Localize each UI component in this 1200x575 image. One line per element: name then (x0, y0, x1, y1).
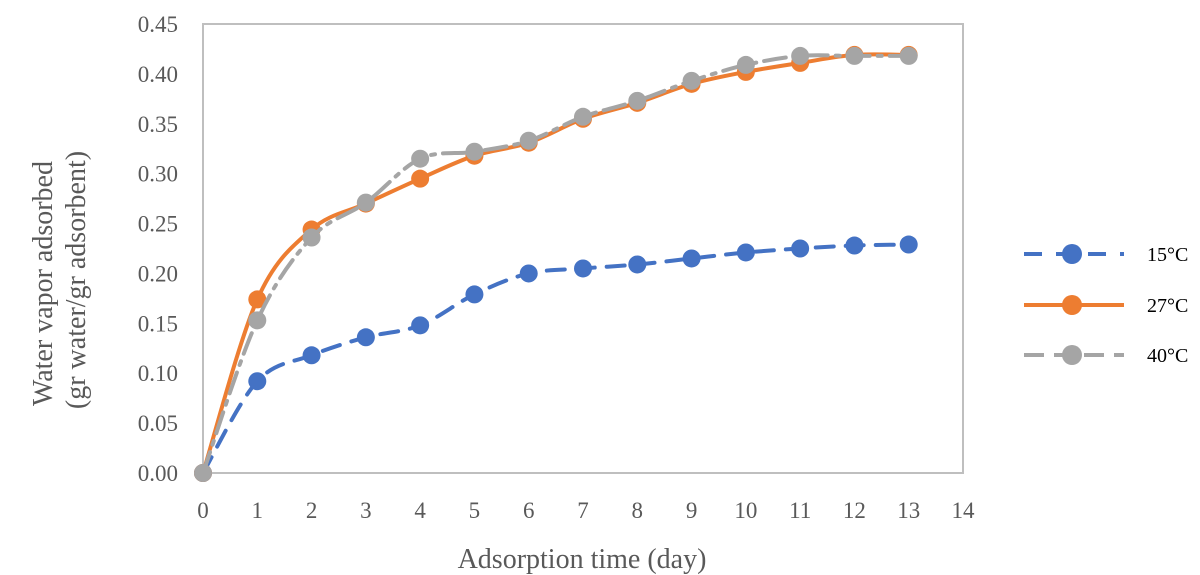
y-tick-label: 0.30 (138, 162, 178, 187)
x-tick-label: 8 (632, 498, 644, 523)
y-tick-label: 0.25 (138, 212, 178, 237)
series-line (201, 52, 911, 475)
y-tick-label: 0.05 (138, 411, 178, 436)
data-point (791, 239, 810, 258)
y-axis-title-line-2: (gr water/gr adsorbent) (61, 151, 92, 409)
legend-entry: 15°C (1024, 244, 1188, 266)
series-line (201, 53, 911, 475)
data-point (736, 55, 755, 74)
data-point (574, 259, 592, 278)
x-axis-title: Adsorption time (day) (458, 544, 707, 575)
y-tick-label: 0.35 (138, 112, 178, 137)
y-axis-title-line-1: Water vapor adsorbed (28, 161, 59, 406)
data-point (736, 243, 755, 262)
data-point (899, 46, 918, 65)
legend-label: 27°C (1147, 295, 1188, 317)
data-point (356, 328, 375, 347)
legend-marker (1062, 244, 1082, 264)
x-tick-label: 6 (523, 498, 535, 523)
legend-entry: 40°C (1024, 345, 1188, 367)
plot-frame-layer (202, 23, 964, 474)
y-axis-title: Water vapor adsorbed (gr water/gr adsorb… (28, 151, 92, 409)
legend-marker (1062, 295, 1082, 315)
data-point (628, 91, 647, 110)
x-tick-label: 7 (577, 498, 589, 523)
x-tick-label: 13 (897, 498, 920, 523)
data-point (574, 107, 592, 126)
legend-entry: 27°C (1024, 295, 1188, 317)
x-tick-label: 9 (686, 498, 698, 523)
x-tick-label: 10 (734, 498, 757, 523)
data-point (628, 255, 647, 274)
series-2 (194, 46, 918, 482)
data-point (248, 311, 267, 330)
legend-label: 15°C (1147, 244, 1188, 266)
legend: 15°C 27°C 40°C (1024, 244, 1188, 367)
y-tick-label: 0.10 (138, 361, 178, 386)
data-point (682, 249, 701, 268)
data-point (845, 236, 864, 255)
x-tick-label: 5 (469, 498, 481, 523)
data-point (248, 290, 267, 309)
plot-area-border (202, 23, 964, 474)
x-tick-label: 4 (414, 498, 426, 523)
legend-marker (1062, 345, 1082, 365)
y-tick-label: 0.15 (138, 311, 178, 336)
series-1 (194, 45, 918, 482)
tick-labels-layer: 0.00 0.05 0.10 0.15 0.20 0.25 0.30 0.35 0.40 0.45… (138, 12, 975, 523)
x-tick-label: 1 (252, 498, 264, 523)
series-0 (194, 235, 918, 482)
data-point (465, 142, 484, 161)
data-point (411, 169, 430, 188)
data-point (302, 346, 321, 365)
data-point (682, 71, 701, 90)
series-layer (194, 45, 918, 482)
data-point (845, 46, 864, 65)
x-tick-label: 3 (360, 498, 372, 523)
x-tick-label: 11 (789, 498, 811, 523)
y-tick-label: 0.45 (138, 12, 178, 37)
x-tick-label: 12 (843, 498, 866, 523)
data-point (356, 193, 375, 212)
y-tick-label: 0.20 (138, 261, 178, 286)
data-point (302, 228, 321, 247)
data-point (899, 235, 918, 254)
data-point (519, 131, 538, 150)
y-tick-label: 0.00 (138, 461, 178, 486)
data-point (248, 372, 267, 391)
data-point (791, 46, 810, 65)
x-tick-label: 0 (197, 498, 209, 523)
data-point (194, 464, 212, 482)
data-point (411, 149, 430, 168)
data-point (519, 264, 538, 283)
data-point (411, 316, 430, 335)
y-tick-label: 0.40 (138, 62, 178, 87)
legend-label: 40°C (1147, 345, 1188, 367)
x-tick-label: 14 (952, 498, 976, 523)
data-point (465, 285, 484, 304)
x-tick-label: 2 (306, 498, 318, 523)
